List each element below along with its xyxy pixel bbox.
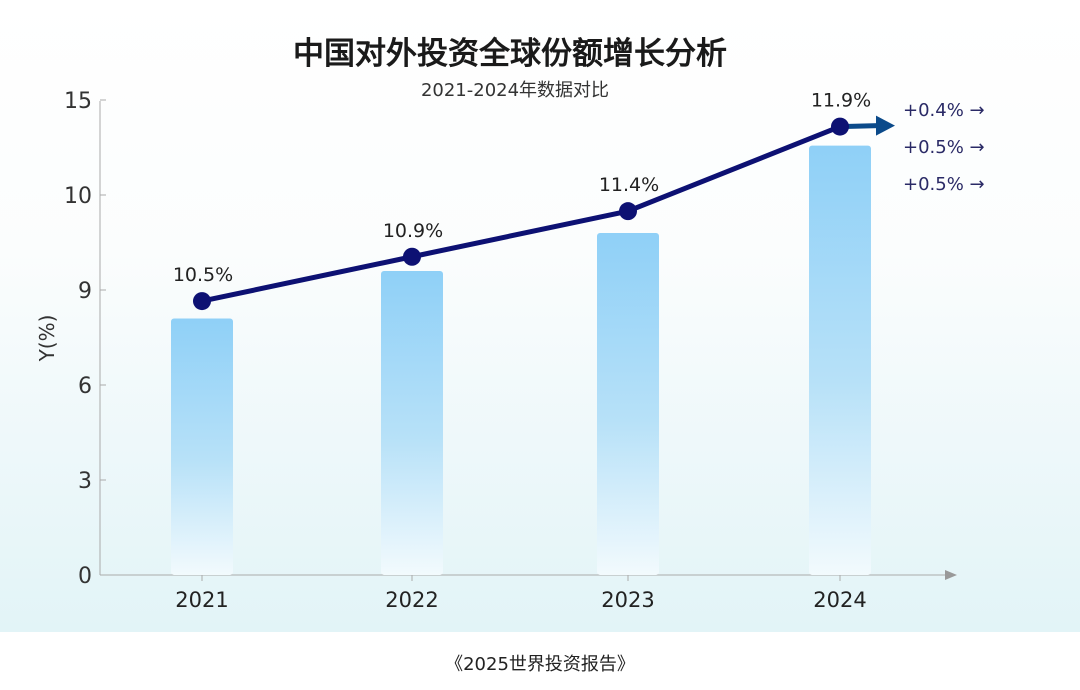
x-tick-label: 2021	[175, 588, 228, 612]
bar-2024	[809, 145, 871, 575]
line-point-2024	[831, 117, 849, 136]
y-axis-label: Y(%)	[35, 315, 59, 363]
y-tick-label: 0	[78, 564, 92, 589]
data-label: 11.4%	[599, 174, 659, 196]
line-series	[201, 124, 841, 304]
chart-title: 中国对外投资全球份额增长分析	[293, 36, 727, 72]
trend-arrow-icon	[876, 115, 895, 136]
data-label: 10.9%	[383, 220, 443, 242]
line-point-2021	[193, 292, 211, 311]
growth-annotation: +0.5% →	[903, 137, 985, 158]
growth-annotation: +0.5% →	[903, 174, 985, 195]
chart-subtitle: 2021-2024年数据对比	[420, 80, 610, 101]
x-axis-arrow-icon	[945, 570, 957, 580]
x-tick-label: 2023	[601, 588, 654, 612]
y-tick-label: 3	[78, 469, 92, 494]
x-tick-label: 2024	[813, 588, 866, 612]
line-point-2022	[403, 247, 421, 266]
y-tick-label: 10	[64, 184, 92, 209]
data-label: 10.5%	[173, 264, 233, 286]
plot-area: 0 3 6 9 10 15 Y(%) 2021 2022 2023 2024 10.5% 10.9% 11…	[35, 89, 985, 612]
data-label: 11.9%	[811, 90, 871, 112]
line-point-2023	[619, 202, 637, 221]
growth-annotation: +0.4% →	[903, 100, 985, 121]
x-tick-label: 2022	[385, 588, 438, 612]
source-note: 《2025世界投资报告》	[445, 654, 635, 675]
bar-2022	[381, 271, 443, 575]
bar-2023	[597, 233, 659, 575]
bar-2021	[171, 318, 233, 575]
y-tick-label: 6	[78, 374, 92, 399]
y-tick-label: 15	[64, 89, 92, 114]
y-tick-label: 9	[78, 279, 92, 304]
